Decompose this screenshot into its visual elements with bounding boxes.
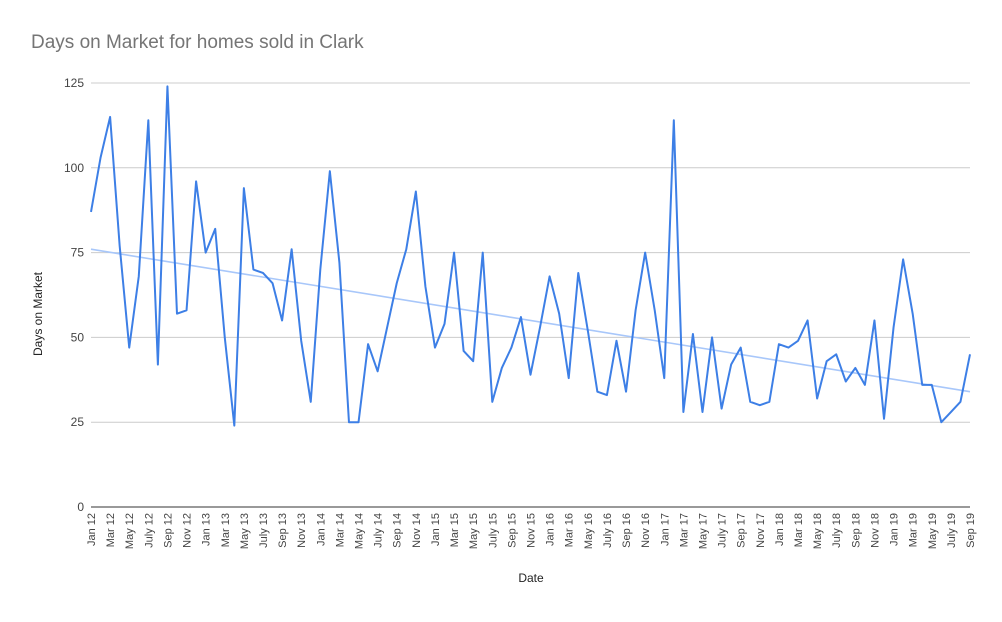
y-tick-label: 25 (71, 415, 85, 429)
x-tick-label: Jan 17 (659, 513, 671, 546)
x-tick-label: Sep 13 (277, 513, 289, 548)
x-tick-label: Sep 16 (621, 513, 633, 548)
x-tick-label: Nov 16 (640, 513, 652, 548)
x-tick-label: May 18 (812, 513, 824, 549)
y-tick-label: 0 (77, 500, 84, 514)
x-tick-label: Mar 15 (449, 513, 461, 547)
x-tick-label: July 15 (487, 513, 499, 548)
y-tick-label: 50 (71, 330, 85, 344)
y-tick-label: 125 (64, 76, 84, 90)
x-tick-label: Sep 14 (392, 513, 404, 548)
x-tick-label: Jan 12 (86, 513, 98, 546)
x-tick-label: May 17 (697, 513, 709, 549)
x-tick-label: Nov 17 (755, 513, 767, 548)
x-tick-label: Sep 15 (506, 513, 518, 548)
chart-title: Days on Market for homes sold in Clark (31, 32, 364, 53)
x-tick-label: Jan 16 (545, 513, 557, 546)
series-line (90, 85, 971, 427)
x-tick-label: Jan 15 (430, 513, 442, 546)
x-tick-label: Mar 12 (105, 513, 117, 547)
x-tick-label: Jan 14 (315, 513, 327, 546)
x-tick-label: July 17 (717, 513, 729, 548)
x-tick-label: May 14 (354, 513, 366, 549)
x-tick-label: Nov 12 (182, 513, 194, 548)
x-tick-label: Mar 14 (334, 513, 346, 547)
x-tick-label: July 19 (946, 513, 958, 548)
x-tick-label: Jan 19 (889, 513, 901, 546)
x-tick-label: Mar 17 (678, 513, 690, 547)
x-tick-label: Mar 18 (793, 513, 805, 547)
y-axis-title: Days on Market (31, 271, 45, 356)
x-tick-label: Sep 17 (736, 513, 748, 548)
trendline-layer (90, 248, 971, 393)
x-tick-label: May 15 (468, 513, 480, 549)
x-tick-label: May 16 (583, 513, 595, 549)
x-tick-label: July 16 (602, 513, 614, 548)
x-tick-label: Nov 14 (411, 513, 423, 548)
gridlines (91, 82, 970, 508)
x-tick-label: Jan 18 (774, 513, 786, 546)
x-tick-label: Mar 16 (564, 513, 576, 547)
x-tick-label: May 19 (927, 513, 939, 549)
x-tick-label: May 12 (124, 513, 136, 549)
y-tick-label: 100 (64, 161, 84, 175)
x-tick-label: Jan 13 (201, 513, 213, 546)
trendline (90, 248, 971, 393)
y-tick-label: 75 (71, 246, 85, 260)
x-tick-label: July 12 (143, 513, 155, 548)
x-tick-label: Sep 18 (850, 513, 862, 548)
axis-labels: 0 25 50 75 100 125 Jan 12 Mar 12 May 12 July 12 Se… (64, 76, 977, 549)
x-tick-label: Sep 19 (965, 513, 977, 548)
series-line-layer (90, 85, 971, 427)
x-tick-label: Sep 12 (162, 513, 174, 548)
x-tick-label: Mar 19 (908, 513, 920, 547)
x-tick-label: Nov 18 (869, 513, 881, 548)
x-tick-label: May 13 (239, 513, 251, 549)
x-tick-label: July 18 (831, 513, 843, 548)
x-tick-label: Nov 13 (296, 513, 308, 548)
x-axis-title: Date (518, 571, 544, 585)
x-tick-label: July 13 (258, 513, 270, 548)
x-tick-label: Nov 15 (526, 513, 538, 548)
x-tick-label: Mar 13 (220, 513, 232, 547)
x-tick-label: July 14 (373, 513, 385, 548)
